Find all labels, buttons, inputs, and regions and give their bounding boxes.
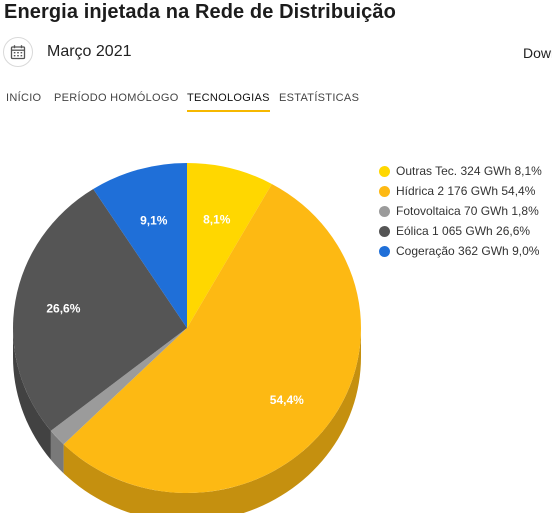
tab-tecnologias-label: TECNOLOGIAS <box>187 92 270 104</box>
legend-marker <box>379 165 390 177</box>
pie-slice-e-lica[interactable] <box>13 189 188 431</box>
pie-labels: 8,1% 54,4% 26,6% 9,1% <box>46 212 304 406</box>
legend-item[interactable]: Eólica 1 065 GWh 26,6% <box>379 221 542 241</box>
pie-slice-fotovoltaica[interactable] <box>50 328 187 445</box>
chart-legend: Outras Tec. 324 GWh 8,1% Hídrica 2 176 G… <box>379 161 542 261</box>
legend-item[interactable]: Fotovoltaica 70 GWh 1,8% <box>379 201 542 221</box>
tab-estatisticas[interactable]: ESTATÍSTICAS <box>279 92 360 104</box>
pie-side-fotovoltaica <box>50 430 64 474</box>
legend-marker <box>379 225 390 237</box>
pie-slice-cogera-o[interactable] <box>93 163 187 328</box>
calendar-button[interactable] <box>3 37 33 67</box>
tab-inicio[interactable]: INÍCIO <box>6 92 42 104</box>
pie-label-outras-tec-: 8,1% <box>203 212 231 226</box>
calendar-icon <box>10 45 26 60</box>
pie-label-cogera-o: 9,1% <box>140 213 168 227</box>
legend-marker <box>379 245 390 257</box>
period-selector[interactable]: Março 2021 <box>47 43 132 60</box>
pie-label-h-drica: 54,4% <box>270 393 304 407</box>
legend-label: Hídrica 2 176 GWh 54,4% <box>396 184 536 198</box>
pie-slice-h-drica[interactable] <box>63 183 361 493</box>
tab-bar: INÍCIO PERÍODO HOMÓLOGO TECNOLOGIAS ESTA… <box>0 92 552 116</box>
pie-chart: 8,1% 54,4% 26,6% 9,1% <box>13 163 361 513</box>
page-title: Energia injetada na Rede de Distribuição <box>4 1 396 23</box>
legend-item[interactable]: Cogeração 362 GWh 9,0% <box>379 241 542 261</box>
pie-slices <box>13 163 361 493</box>
legend-label: Outras Tec. 324 GWh 8,1% <box>396 164 542 178</box>
legend-marker <box>379 185 390 197</box>
tab-periodo-homologo[interactable]: PERÍODO HOMÓLOGO <box>54 92 179 104</box>
download-link[interactable]: Down <box>523 45 552 61</box>
legend-item[interactable]: Hídrica 2 176 GWh 54,4% <box>379 181 542 201</box>
tab-tecnologias[interactable]: TECNOLOGIAS <box>187 92 270 112</box>
legend-item[interactable]: Outras Tec. 324 GWh 8,1% <box>379 161 542 181</box>
legend-label: Eólica 1 065 GWh 26,6% <box>396 224 531 238</box>
pie-sides <box>13 328 361 513</box>
pie-slice-outras-tec-[interactable] <box>187 163 272 328</box>
pie-side-h-drica <box>63 328 361 513</box>
pie-label-e-lica: 26,6% <box>46 302 80 316</box>
pie-side-e-lica <box>13 328 51 460</box>
legend-marker <box>379 205 390 217</box>
active-tab-indicator <box>187 110 270 112</box>
legend-label: Cogeração 362 GWh 9,0% <box>396 244 540 258</box>
legend-label: Fotovoltaica 70 GWh 1,8% <box>396 204 539 218</box>
